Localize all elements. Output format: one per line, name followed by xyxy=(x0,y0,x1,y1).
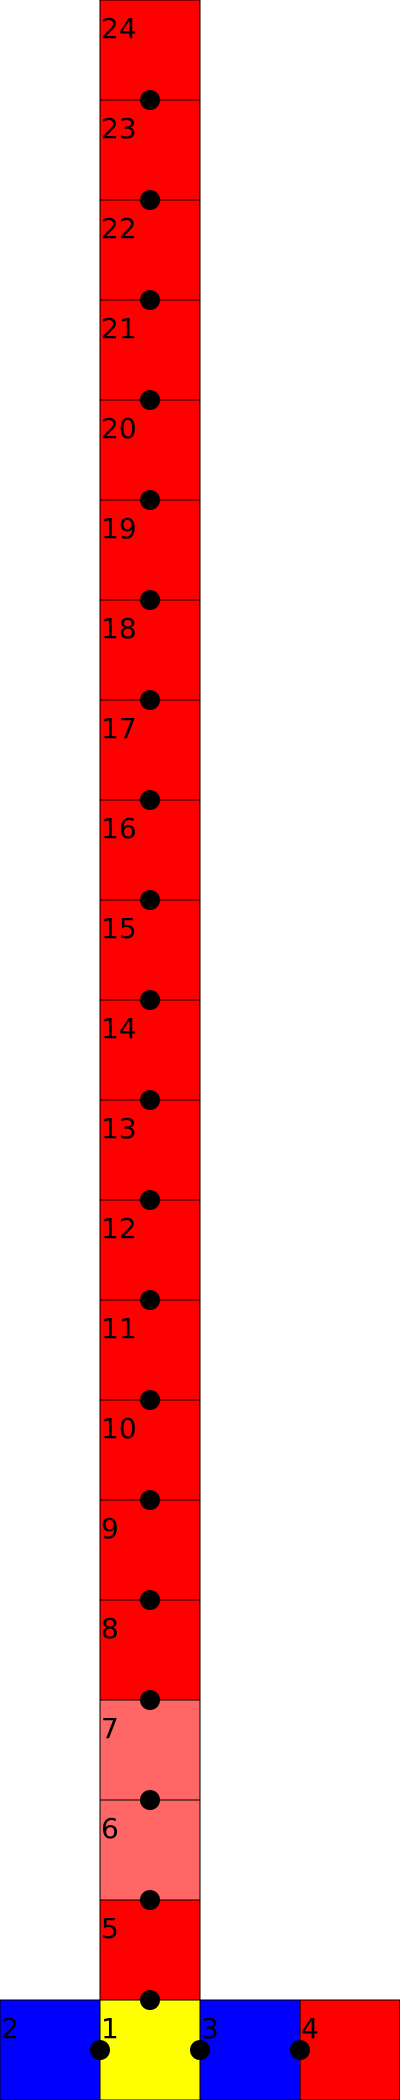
cell-22: 22 xyxy=(99,199,201,301)
cell-label: 18 xyxy=(101,612,137,645)
cell-rect xyxy=(99,1499,201,1601)
cell-label: 4 xyxy=(301,2012,319,2045)
cell-11: 11 xyxy=(99,1299,201,1401)
cell-label: 14 xyxy=(101,1012,137,1045)
cell-1: 1 xyxy=(99,1999,201,2100)
cell-label: 9 xyxy=(101,1512,119,1545)
cell-label: 24 xyxy=(101,12,137,45)
cell-24: 24 xyxy=(99,0,201,101)
junction-dot xyxy=(140,790,160,810)
junction-dot xyxy=(140,1090,160,1110)
junction-dot xyxy=(190,2040,210,2060)
cell-16: 16 xyxy=(99,799,201,901)
junction-dot xyxy=(140,1790,160,1810)
cell-label: 12 xyxy=(101,1212,137,1245)
cell-rect xyxy=(99,399,201,501)
cell-label: 22 xyxy=(101,212,137,245)
junction-dot xyxy=(140,1490,160,1510)
cell-18: 18 xyxy=(99,599,201,701)
cell-rect xyxy=(99,899,201,1001)
junction-dot xyxy=(140,1290,160,1310)
cell-rect xyxy=(99,0,201,101)
junction-dot xyxy=(140,490,160,510)
junction-dot xyxy=(140,1890,160,1910)
cell-rect xyxy=(99,1199,201,1301)
cell-label: 6 xyxy=(101,1812,119,1845)
cell-9: 9 xyxy=(99,1499,201,1601)
cell-label: 7 xyxy=(101,1712,119,1745)
junction-dot xyxy=(140,1590,160,1610)
cell-23: 23 xyxy=(99,99,201,201)
cell-rect xyxy=(99,1399,201,1501)
cell-label: 21 xyxy=(101,312,137,345)
cell-label: 16 xyxy=(101,812,137,845)
cell-4: 4 xyxy=(299,1999,400,2100)
cell-3: 3 xyxy=(199,1999,301,2100)
junction-dot xyxy=(140,90,160,110)
cell-6: 6 xyxy=(99,1799,201,1901)
cell-19: 19 xyxy=(99,499,201,601)
cell-7: 7 xyxy=(99,1699,201,1801)
cell-label: 5 xyxy=(101,1912,119,1945)
cell-label: 13 xyxy=(101,1112,137,1145)
cell-label: 2 xyxy=(1,2012,19,2045)
junction-dot xyxy=(140,1990,160,2010)
cell-rect xyxy=(99,1299,201,1401)
cell-label: 11 xyxy=(101,1312,137,1345)
cell-2: 2 xyxy=(0,1999,101,2100)
cell-label: 20 xyxy=(101,412,137,445)
junction-dot xyxy=(90,2040,110,2060)
junction-dot xyxy=(140,990,160,1010)
cell-rect xyxy=(99,1099,201,1201)
cell-rect xyxy=(199,1999,301,2100)
junction-dot xyxy=(140,690,160,710)
junction-dot xyxy=(140,190,160,210)
cell-label: 8 xyxy=(101,1612,119,1645)
cell-label: 17 xyxy=(101,712,137,745)
junction-dot xyxy=(140,1190,160,1210)
cell-label: 19 xyxy=(101,512,137,545)
cell-rect xyxy=(99,499,201,601)
junction-dot xyxy=(140,290,160,310)
cell-13: 13 xyxy=(99,1099,201,1201)
cell-20: 20 xyxy=(99,399,201,501)
cell-15: 15 xyxy=(99,899,201,1001)
cell-rect xyxy=(99,599,201,701)
cell-label: 15 xyxy=(101,912,137,945)
junction-dot xyxy=(140,1390,160,1410)
junction-dot xyxy=(140,390,160,410)
cell-rect xyxy=(99,1699,201,1801)
cell-rect xyxy=(99,199,201,301)
cell-14: 14 xyxy=(99,999,201,1101)
cell-rect xyxy=(299,1999,400,2100)
junction-dot xyxy=(140,590,160,610)
cell-rect xyxy=(99,299,201,401)
junction-dots xyxy=(90,90,310,2060)
cell-5: 5 xyxy=(99,1899,201,2001)
cell-17: 17 xyxy=(99,699,201,801)
cell-label: 23 xyxy=(101,112,137,145)
cell-label: 3 xyxy=(201,2012,219,2045)
cell-rect xyxy=(99,699,201,801)
junction-dot xyxy=(140,890,160,910)
junction-dot xyxy=(140,1690,160,1710)
cell-12: 12 xyxy=(99,1199,201,1301)
cell-21: 21 xyxy=(99,299,201,401)
cell-8: 8 xyxy=(99,1599,201,1701)
cell-rect xyxy=(99,799,201,901)
cell-10: 10 xyxy=(99,1399,201,1501)
cell-rect xyxy=(0,1999,101,2100)
junction-dot xyxy=(290,2040,310,2060)
cell-label: 1 xyxy=(101,2012,119,2045)
cell-label: 10 xyxy=(101,1412,137,1445)
